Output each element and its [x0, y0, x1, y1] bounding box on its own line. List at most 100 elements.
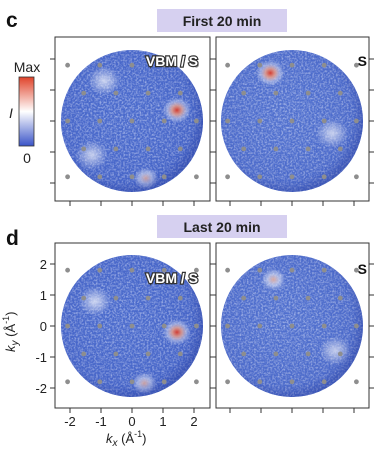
- lattice-dot: [97, 118, 103, 124]
- lattice-dot: [97, 267, 103, 273]
- lattice-dot: [354, 267, 359, 273]
- lattice-dot: [194, 118, 199, 124]
- axis-ticks: [50, 58, 374, 413]
- lattice-dot: [225, 118, 231, 124]
- lattice-dot: [321, 62, 327, 68]
- lattice-dot: [305, 90, 311, 96]
- lattice-dot: [194, 267, 199, 273]
- lattice-dot: [257, 174, 263, 180]
- lattice-dot: [161, 174, 167, 180]
- lattice-dot: [97, 379, 103, 385]
- lattice-dot: [97, 174, 103, 180]
- lattice-dot: [321, 323, 327, 329]
- banner-first: [157, 9, 287, 32]
- lattice-dot: [145, 295, 151, 301]
- lattice-dot: [305, 351, 311, 357]
- lattice-dot: [337, 295, 343, 301]
- lattice-dot: [129, 174, 135, 180]
- colorbar-quantity-label: I: [9, 105, 13, 121]
- lattice-dot: [257, 323, 263, 329]
- colorbar-max-label: Max: [14, 59, 40, 75]
- x-tick-label: -1: [95, 414, 107, 429]
- lattice-dot: [289, 267, 295, 273]
- lattice-dot: [354, 323, 359, 329]
- lattice-dot: [354, 379, 359, 385]
- lattice-dot: [257, 267, 263, 273]
- lattice-dot: [241, 295, 247, 301]
- colorbar: [18, 76, 35, 147]
- y-tick-label: 1: [40, 288, 47, 303]
- panel-c-right-tag: S: [358, 53, 367, 69]
- axis-tick-labels: -2 -1 0 1 2 2 1 0 -1 -2: [35, 257, 197, 429]
- lattice-dot: [321, 379, 327, 385]
- lattice-dot: [354, 62, 359, 68]
- lattice-dot: [321, 118, 327, 124]
- lattice-dot: [257, 62, 263, 68]
- lattice-dot: [81, 351, 87, 357]
- lattice-dot: [81, 295, 87, 301]
- lattice-dot: [225, 62, 231, 68]
- x-axis-title: kx (Å-1): [106, 429, 146, 449]
- lattice-dot: [337, 90, 343, 96]
- lattice-dot: [273, 351, 279, 357]
- lattice-dot: [225, 267, 231, 273]
- lattice-dot: [129, 323, 135, 329]
- y-tick-label: -2: [35, 381, 47, 396]
- lattice-dot: [81, 90, 87, 96]
- banner-first-text: First 20 min: [183, 13, 262, 29]
- banner-last-text: Last 20 min: [183, 219, 260, 235]
- panel-d-right-tag: S: [358, 261, 367, 277]
- lattice-dot: [321, 267, 327, 273]
- colorbar-min-label: 0: [23, 150, 31, 166]
- lattice-dot: [177, 295, 183, 301]
- lattice-dot: [65, 174, 70, 180]
- lattice-dot: [81, 146, 87, 152]
- lattice-dot: [289, 323, 295, 329]
- lattice-dot: [113, 146, 119, 152]
- lattice-dot: [289, 174, 295, 180]
- lattice-dot: [289, 379, 295, 385]
- lattice-dot: [337, 351, 343, 357]
- lattice-dots: [65, 62, 359, 385]
- lattice-dot: [145, 90, 151, 96]
- lattice-dot: [177, 351, 183, 357]
- y-tick-label: -1: [35, 350, 47, 365]
- panel-d-left-tag: VBM / S: [146, 270, 198, 286]
- lattice-dot: [321, 174, 327, 180]
- lattice-dot: [257, 118, 263, 124]
- lattice-dot: [129, 62, 135, 68]
- lattice-dot: [161, 62, 167, 68]
- lattice-dot: [354, 118, 359, 124]
- lattice-dot: [194, 62, 199, 68]
- lattice-dot: [161, 118, 167, 124]
- lattice-dot: [305, 146, 311, 152]
- lattice-dot: [65, 118, 70, 124]
- lattice-dot: [273, 295, 279, 301]
- lattice-dot: [241, 146, 247, 152]
- lattice-dot: [161, 267, 167, 273]
- lattice-dot: [161, 379, 167, 385]
- lattice-dot: [65, 62, 70, 68]
- lattice-dot: [194, 174, 199, 180]
- lattice-dot: [354, 174, 359, 180]
- lattice-dot: [337, 146, 343, 152]
- lattice-dot: [289, 118, 295, 124]
- lattice-dot: [97, 62, 103, 68]
- lattice-dot: [113, 351, 119, 357]
- lattice-dot: [257, 379, 263, 385]
- lattice-dot: [194, 379, 199, 385]
- lattice-dot: [289, 62, 295, 68]
- lattice-dot: [225, 379, 231, 385]
- lattice-dot: [194, 323, 199, 329]
- lattice-dot: [177, 90, 183, 96]
- lattice-dot: [65, 267, 70, 273]
- x-tick-label: 1: [159, 414, 166, 429]
- lattice-dot: [129, 379, 135, 385]
- y-tick-label: 2: [40, 257, 47, 272]
- panel-label-c: c: [6, 9, 18, 32]
- lattice-dot: [273, 146, 279, 152]
- lattice-dot: [145, 146, 151, 152]
- lattice-dot: [241, 351, 247, 357]
- panel-c-left-tag: VBM / S: [146, 53, 198, 69]
